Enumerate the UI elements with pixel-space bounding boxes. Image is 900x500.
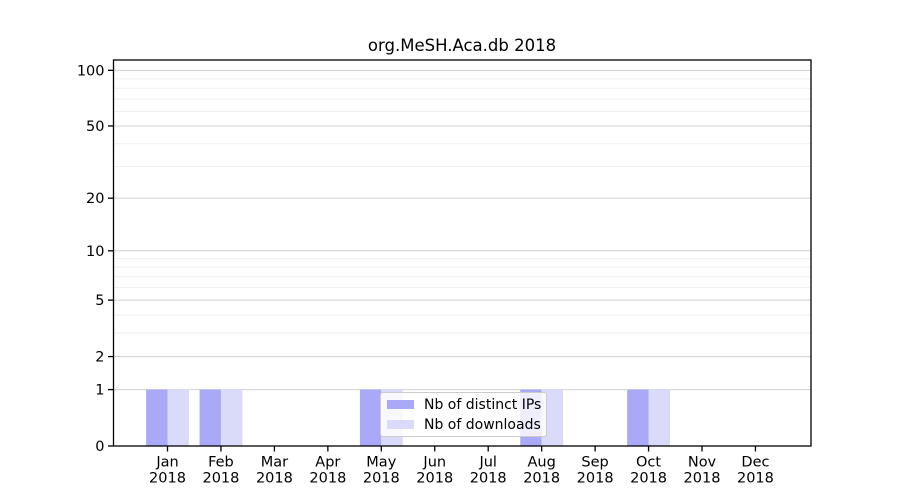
y-tick-label: 100 xyxy=(77,63,105,79)
x-tick-label-month: Sep xyxy=(581,455,608,471)
chart-title: org.MeSH.Aca.db 2018 xyxy=(367,36,557,55)
legend-item-downloads: Nb of downloads xyxy=(387,416,541,433)
x-tick-label-year: 2018 xyxy=(577,471,614,487)
legend: Nb of distinct IPs Nb of downloads xyxy=(380,392,547,437)
x-tick-label-year: 2018 xyxy=(149,471,186,487)
x-tick-label-year: 2018 xyxy=(684,471,721,487)
x-tick-label-year: 2018 xyxy=(202,471,239,487)
y-tick-label: 10 xyxy=(86,244,104,260)
x-tick-label-year: 2018 xyxy=(309,471,346,487)
y-tick-label: 20 xyxy=(86,191,104,207)
x-tick-label-month: Mar xyxy=(261,455,288,471)
y-tick-label: 1 xyxy=(95,383,104,399)
x-tick-label-month: Apr xyxy=(315,455,340,471)
x-tick-label-month: Oct xyxy=(636,455,661,471)
x-tick-label-month: Jan xyxy=(155,455,178,471)
x-tick-label-year: 2018 xyxy=(470,471,507,487)
x-tick-label-month: Dec xyxy=(741,455,769,471)
x-tick-label-year: 2018 xyxy=(416,471,453,487)
x-tick-label-month: Jul xyxy=(478,455,497,471)
bar-distinct-ips xyxy=(199,389,221,446)
x-tick-label-month: Feb xyxy=(208,455,234,471)
legend-item-distinct-ips: Nb of distinct IPs xyxy=(387,396,542,413)
plot-spines xyxy=(112,59,812,447)
legend-label-distinct-ips: Nb of distinct IPs xyxy=(424,396,542,413)
x-tick-label-year: 2018 xyxy=(523,471,560,487)
x-tick-label-month: Nov xyxy=(688,455,717,471)
bar-downloads xyxy=(167,389,189,446)
bar-distinct-ips xyxy=(146,389,168,446)
legend-swatch-downloads-icon xyxy=(387,420,414,429)
bar-downloads xyxy=(220,389,243,446)
x-tick-label-month: May xyxy=(366,455,396,471)
x-tick-label-month: Jun xyxy=(422,455,446,471)
legend-swatch-distinct-ips-icon xyxy=(387,400,414,409)
y-tick-label: 2 xyxy=(95,350,104,366)
bar-distinct-ips xyxy=(627,389,649,446)
x-tick-label-year: 2018 xyxy=(363,471,400,487)
x-tick-label-month: Aug xyxy=(527,455,555,471)
y-tick-label: 50 xyxy=(86,119,104,135)
x-tick-label-year: 2018 xyxy=(737,471,774,487)
bar-downloads xyxy=(648,389,670,446)
bar-distinct-ips xyxy=(359,389,382,446)
legend-label-downloads: Nb of downloads xyxy=(424,416,541,433)
bar-downloads xyxy=(541,389,564,446)
x-tick-label-year: 2018 xyxy=(256,471,293,487)
y-tick-label: 0 xyxy=(95,439,104,455)
y-tick-label: 5 xyxy=(95,293,104,309)
x-tick-label-year: 2018 xyxy=(630,471,667,487)
